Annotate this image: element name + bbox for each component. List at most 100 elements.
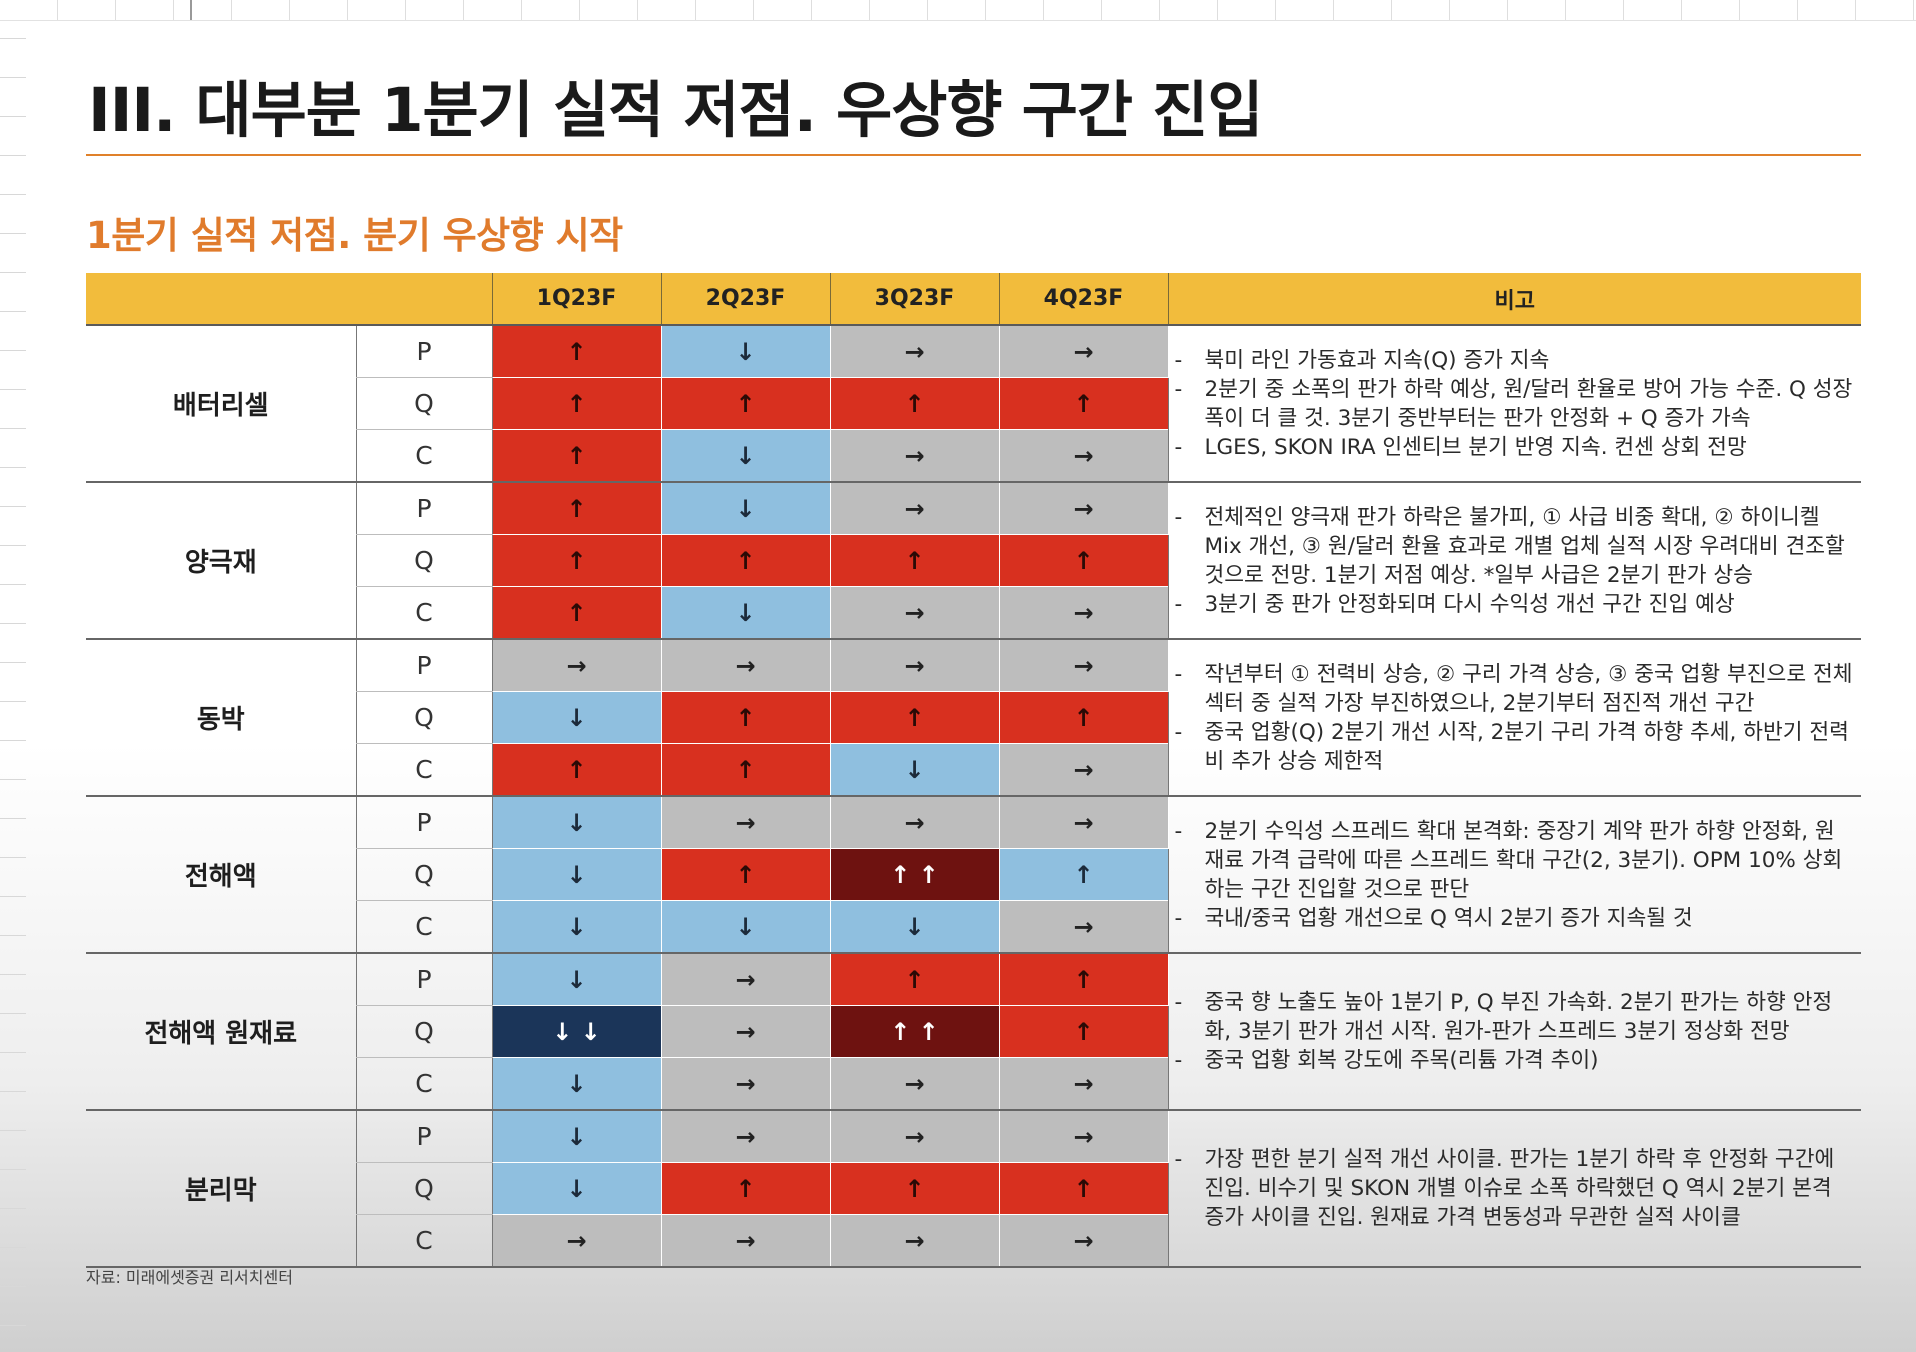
remark-dash: - (1174, 347, 1183, 373)
remark-dash: - (1174, 1048, 1183, 1073)
trend-arrow-icon: ↑ (735, 755, 756, 784)
metric-label: Q (355, 534, 493, 587)
trend-arrow-icon: ↑ (1073, 860, 1094, 889)
trend-arrow-icon: → (904, 337, 925, 366)
trend-cell: ↓ (661, 482, 831, 535)
trend-cell: → (999, 743, 1169, 797)
remark-item: - 중국 향 노출도 높아 1분기 P, Q 부진 가속화. 2분기 판가는 하향… (1175, 988, 1854, 1046)
trend-cell: ↓ (661, 325, 831, 378)
table-row: 전해액 P ↓ → → → -2분기 수익성 스프레드 확대 본격화: 중장기 계약 판가 … (86, 796, 1861, 954)
remark-text: 2분기 중 소폭의 판가 하락 예상, 원/달러 환율로 방어 가능 수준. Q… (1204, 376, 1853, 431)
table-row: C ↑ ↓ → → (86, 429, 1861, 483)
trend-arrow-icon: ↑ ↑ (890, 860, 939, 889)
trend-arrow-icon: → (904, 1069, 925, 1098)
trend-cell: ↓ (661, 900, 831, 954)
trend-arrow-icon: ↑ (735, 546, 756, 575)
trend-arrow-icon: → (1073, 598, 1094, 627)
header-blank (86, 273, 492, 326)
trend-arrow-icon: ↓ (566, 1174, 587, 1203)
trend-cell: ↓ (492, 1057, 662, 1111)
remark-item: - 북미 라인 가동효과 지속(Q) 증가 지속 (1175, 346, 1854, 375)
trend-cell: → (999, 796, 1169, 849)
trend-cell: → (830, 429, 1000, 483)
trend-cell: ↑ (661, 534, 831, 587)
remark-text: 전체적인 양극재 판가 하락은 불가피, ① 사급 비중 확대, ② 하이니켈 … (1204, 504, 1845, 588)
remark-text: 중국 업황(Q) 2분기 개선 시작, 2분기 구리 가격 하향 추세, 하반기… (1204, 719, 1849, 774)
trend-cell: → (999, 429, 1169, 483)
trend-cell: ↑ (830, 953, 1000, 1006)
trend-cell: → (999, 1110, 1169, 1163)
table-row: 전해액 원재료 P ↓ → ↑ ↑ - 중국 향 노출도 높아 1분기 P, Q 부진 가속화… (86, 953, 1861, 1111)
trend-cell: → (661, 953, 831, 1006)
remarks-cell: -2분기 수익성 스프레드 확대 본격화: 중장기 계약 판가 하향 안정화, … (1167, 796, 1861, 954)
remark-text: 중국 업황 회복 강도에 주목(리튬 가격 추이) (1204, 1048, 1599, 1073)
table-row: C ↑ ↑ ↓ → (86, 743, 1861, 797)
trend-cell: → (661, 796, 831, 849)
trend-arrow-icon: ↓ (566, 860, 587, 889)
trend-arrow-icon: ↓ (566, 703, 587, 732)
remark-item: - LGES, SKON IRA 인센티브 분기 반영 지속. 컨센 상회 전망 (1175, 433, 1854, 462)
trend-cell: → (999, 900, 1169, 954)
metric-label: C (355, 429, 493, 483)
trend-arrow-icon: → (1073, 651, 1094, 680)
trend-cell: ↓ (492, 691, 662, 744)
remark-text: 작년부터 ① 전력비 상승, ② 구리 가격 상승, ③ 중국 업황 부진으로 … (1204, 661, 1853, 716)
trend-cell: → (999, 639, 1169, 692)
trend-arrow-icon: ↑ (566, 441, 587, 470)
remark-dash: - (1174, 905, 1183, 931)
remark-dash: - (1174, 376, 1183, 402)
remark-text: 3분기 중 판가 안정화되며 다시 수익성 개선 구간 진입 예상 (1204, 591, 1735, 617)
trend-cell: ↑ (999, 691, 1169, 744)
trend-arrow-icon: ↑ (1073, 1174, 1094, 1203)
remark-item: - 중국 업황 회복 강도에 주목(리튬 가격 추이) (1175, 1046, 1854, 1075)
remark-dash: - (1174, 591, 1183, 617)
header-3q23f: 3Q23F (829, 273, 999, 326)
trend-arrow-icon: → (904, 1226, 925, 1255)
trend-cell: ↑ (661, 377, 831, 430)
metric-label: Q (355, 1005, 493, 1058)
trend-cell: ↑ (492, 377, 662, 430)
remark-dash: - (1174, 990, 1183, 1015)
remark-item: -3분기 중 판가 안정화되며 다시 수익성 개선 구간 진입 예상 (1175, 590, 1854, 619)
top-ruler (0, 0, 1916, 21)
remark-dash: - (1174, 434, 1183, 460)
remarks-cell: - 전체적인 양극재 판가 하락은 불가피, ① 사급 비중 확대, ② 하이니켈… (1167, 482, 1861, 640)
table-row: 배터리셀 P ↑ ↓ → → - 북미 라인 가동효과 지속(Q) 증가 지속 -2분기 중 소… (86, 325, 1861, 483)
trend-cell: → (830, 1057, 1000, 1111)
metric-label: P (355, 953, 493, 1006)
remark-item: -2분기 수익성 스프레드 확대 본격화: 중장기 계약 판가 하향 안정화, … (1175, 817, 1854, 904)
trend-cell: → (830, 796, 1000, 849)
trend-cell: ↓ (661, 429, 831, 483)
trend-cell: → (661, 1110, 831, 1163)
trend-cell: → (830, 1214, 1000, 1268)
outlook-table: 1Q23F 2Q23F 3Q23F 4Q23F 비고 배터리셀 P ↑ ↓ → → - 북미 … (86, 273, 1861, 1268)
trend-cell: ↑ (830, 691, 1000, 744)
remark-text: 북미 라인 가동효과 지속(Q) 증가 지속 (1204, 347, 1550, 373)
left-margin-gridlines (0, 0, 26, 1352)
trend-arrow-icon: ↓ (566, 1069, 587, 1098)
trend-arrow-icon: ↓ (566, 965, 587, 994)
trend-cell: → (492, 1214, 662, 1268)
trend-cell: ↑ (830, 534, 1000, 587)
trend-arrow-icon: → (735, 1017, 756, 1046)
table-row: C → → → → (86, 1214, 1861, 1268)
trend-cell: ↑ (492, 534, 662, 587)
header-4q23f: 4Q23F (998, 273, 1168, 326)
trend-cell: ↓ (492, 848, 662, 901)
trend-arrow-icon: → (904, 1122, 925, 1151)
trend-arrow-icon: ↑ (1073, 703, 1094, 732)
section-subtitle: 1분기 실적 저점. 분기 우상향 시작 (86, 214, 623, 257)
trend-cell: ↑ (492, 743, 662, 797)
remark-text: 가장 편한 분기 실적 개선 사이클. 판가는 1분기 하락 후 안정화 구간에… (1204, 1147, 1835, 1230)
metric-label: C (355, 1057, 493, 1111)
trend-cell: → (999, 1214, 1169, 1268)
remark-item: - 국내/중국 업황 개선으로 Q 역시 2분기 증가 지속될 것 (1175, 904, 1854, 933)
trend-arrow-icon: ↓ (566, 912, 587, 941)
trend-cell: ↑ (830, 377, 1000, 430)
trend-arrow-icon: → (1073, 1122, 1094, 1151)
table-row: Q ↑ ↑ ↑ ↑ (86, 377, 1861, 430)
trend-arrow-icon: ↑ (1073, 965, 1094, 994)
trend-arrow-icon: → (1073, 755, 1094, 784)
remark-text: 국내/중국 업황 개선으로 Q 역시 2분기 증가 지속될 것 (1204, 905, 1693, 931)
trend-cell: ↑ ↑ (830, 848, 1000, 901)
